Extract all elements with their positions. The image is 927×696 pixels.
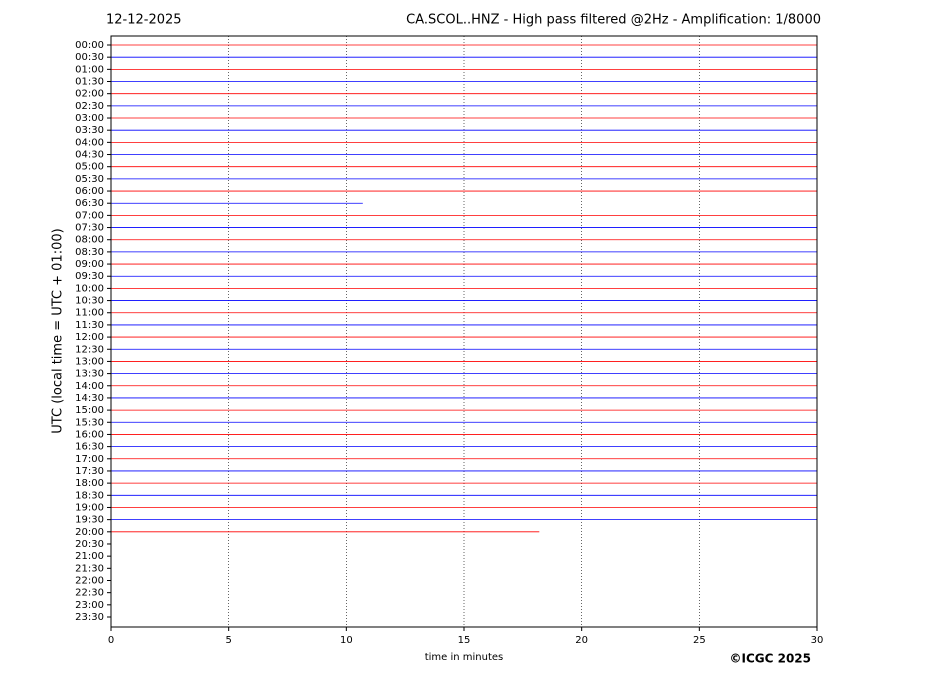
- y-tick-label: 21:30: [75, 563, 104, 574]
- y-tick-label: 08:00: [75, 235, 104, 246]
- y-tick-label: 15:00: [75, 405, 104, 416]
- y-tick-label: 20:00: [75, 527, 104, 538]
- y-tick-label: 22:00: [75, 575, 104, 586]
- y-tick-label: 15:30: [75, 417, 104, 428]
- y-tick-label: 18:30: [75, 490, 104, 501]
- y-tick-label: 00:00: [75, 40, 104, 51]
- y-tick-label: 19:30: [75, 515, 104, 526]
- y-tick-label: 12:30: [75, 344, 104, 355]
- y-tick-label: 23:00: [75, 600, 104, 611]
- y-tick-label: 01:30: [75, 77, 104, 88]
- y-tick-label: 04:30: [75, 150, 104, 161]
- y-tick-label: 22:30: [75, 588, 104, 599]
- y-tick-label: 07:00: [75, 210, 104, 221]
- x-tick-label: 15: [458, 635, 471, 646]
- y-tick-label: 11:30: [75, 320, 104, 331]
- plot-frame: [110, 35, 818, 628]
- date-title: 12-12-2025: [106, 13, 182, 28]
- y-tick-label: 12:00: [75, 332, 104, 343]
- y-tick-label: 16:30: [75, 442, 104, 453]
- y-tick-label: 03:30: [75, 125, 104, 136]
- x-tick-label: 30: [811, 635, 824, 646]
- y-tick-label: 09:30: [75, 271, 104, 282]
- y-tick-label: 10:00: [75, 283, 104, 294]
- y-tick-label: 06:30: [75, 198, 104, 209]
- y-tick-label: 16:00: [75, 429, 104, 440]
- y-tick-label: 18:00: [75, 478, 104, 489]
- y-tick-label: 21:00: [75, 551, 104, 562]
- y-tick-label: 04:00: [75, 137, 104, 148]
- y-tick-label: 23:30: [75, 612, 104, 623]
- y-tick-label: 02:00: [75, 89, 104, 100]
- y-tick-label: 08:30: [75, 247, 104, 258]
- x-tick-label: 10: [340, 635, 353, 646]
- y-tick-label: 00:30: [75, 52, 104, 63]
- credit: ©ICGC 2025: [729, 652, 811, 666]
- y-tick-label: 19:00: [75, 502, 104, 513]
- y-tick-label: 06:00: [75, 186, 104, 197]
- y-tick-label: 14:00: [75, 381, 104, 392]
- chart-title: CA.SCOL..HNZ - High pass filtered @2Hz -…: [406, 13, 821, 28]
- y-tick-label: 10:30: [75, 296, 104, 307]
- y-tick-label: 17:30: [75, 466, 104, 477]
- y-tick-label: 03:00: [75, 113, 104, 124]
- y-tick-label: 02:30: [75, 101, 104, 112]
- y-tick-label: 20:30: [75, 539, 104, 550]
- y-tick-label: 14:30: [75, 393, 104, 404]
- x-tick-label: 20: [575, 635, 588, 646]
- x-tick-label: 25: [693, 635, 706, 646]
- y-tick-label: 09:00: [75, 259, 104, 270]
- y-tick-label: 05:00: [75, 162, 104, 173]
- y-tick-label: 01:00: [75, 64, 104, 75]
- y-tick-label: 13:00: [75, 356, 104, 367]
- x-tick-label: 5: [225, 635, 231, 646]
- y-tick-label: 05:30: [75, 174, 104, 185]
- x-tick-label: 0: [108, 635, 114, 646]
- x-axis-label: time in minutes: [425, 652, 504, 663]
- y-tick-label: 11:00: [75, 308, 104, 319]
- y-tick-label: 13:30: [75, 369, 104, 380]
- y-tick-label: 07:30: [75, 223, 104, 234]
- y-tick-label: 17:00: [75, 454, 104, 465]
- y-axis-label: UTC (local time = UTC + 01:00): [51, 228, 66, 433]
